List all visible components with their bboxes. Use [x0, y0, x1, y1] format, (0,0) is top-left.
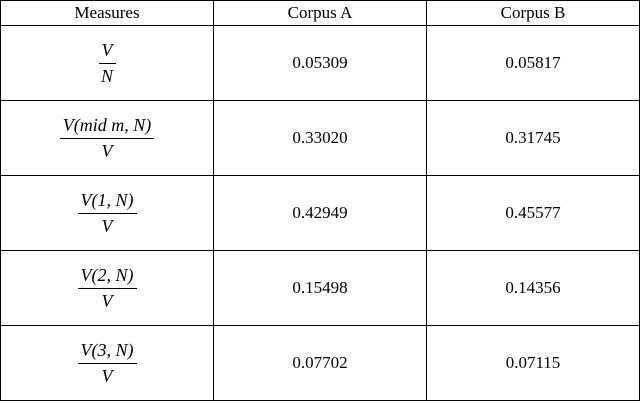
corpus-a-value: 0.42949 — [213, 175, 427, 251]
corpus-b-value: 0.14356 — [426, 250, 640, 326]
header-cell: Corpus A — [213, 0, 427, 26]
table-row: V(mid m, N) V 0.33020 0.31745 — [0, 100, 640, 176]
numerator: V(3, N) — [77, 340, 137, 364]
fraction: V(mid m, N) V — [59, 115, 155, 162]
corpus-b-value: 0.31745 — [426, 100, 640, 176]
measure-cell: V(3, N) V — [0, 325, 214, 401]
corpus-a-value: 0.15498 — [213, 250, 427, 326]
table-row: V(2, N) V 0.15498 0.14356 — [0, 250, 640, 326]
header-cell: Measures — [0, 0, 214, 26]
table-body: V N 0.05309 0.05817 V(mid m, N) V 0.33020 0.317… — [0, 25, 640, 401]
corpus-a-value: 0.33020 — [213, 100, 427, 176]
denominator: V — [101, 290, 113, 311]
corpus-b-value: 0.07115 — [426, 325, 640, 401]
denominator: V — [101, 365, 113, 386]
numerator: V(1, N) — [77, 190, 137, 214]
measure-cell: V(2, N) V — [0, 250, 214, 326]
corpus-b-value: 0.05817 — [426, 25, 640, 101]
denominator: V — [101, 140, 113, 161]
fraction: V(3, N) V — [77, 340, 137, 387]
header-cell: Corpus B — [426, 0, 640, 26]
denominator: V — [101, 215, 113, 236]
header-row: Measures Corpus A Corpus B — [0, 0, 640, 26]
measure-cell: V(1, N) V — [0, 175, 214, 251]
denominator: N — [100, 65, 113, 86]
numerator: V — [98, 40, 116, 64]
table-row: V(1, N) V 0.42949 0.45577 — [0, 175, 640, 251]
corpus-a-value: 0.07702 — [213, 325, 427, 401]
numerator: V(2, N) — [77, 265, 137, 289]
corpus-a-value: 0.05309 — [213, 25, 427, 101]
numerator: V(mid m, N) — [59, 115, 155, 139]
measure-cell: V(mid m, N) V — [0, 100, 214, 176]
table-row: V(3, N) V 0.07702 0.07115 — [0, 325, 640, 401]
fraction: V(2, N) V — [77, 265, 137, 312]
table-row: V N 0.05309 0.05817 — [0, 25, 640, 101]
corpus-b-value: 0.45577 — [426, 175, 640, 251]
fraction: V(1, N) V — [77, 190, 137, 237]
